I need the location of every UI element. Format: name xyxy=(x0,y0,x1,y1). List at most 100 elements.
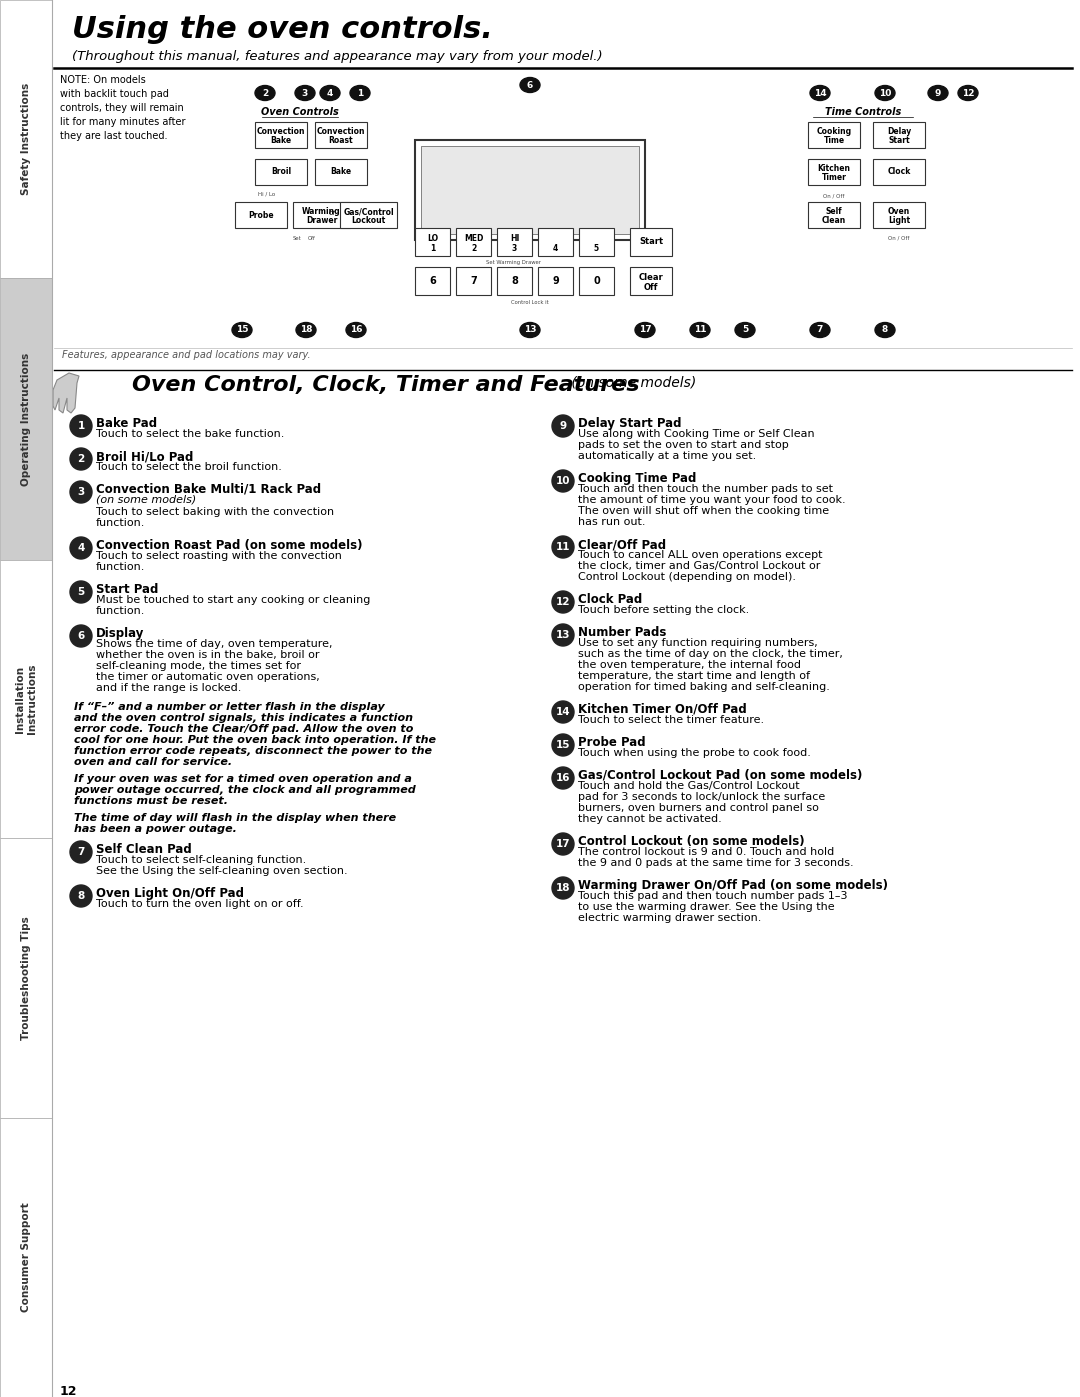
Text: MED: MED xyxy=(463,233,483,243)
Text: Start: Start xyxy=(888,137,909,145)
Text: and if the range is locked.: and if the range is locked. xyxy=(96,683,241,693)
Text: 9: 9 xyxy=(552,277,558,286)
Text: self-cleaning mode, the times set for: self-cleaning mode, the times set for xyxy=(96,661,301,671)
Circle shape xyxy=(70,581,92,604)
Text: 9: 9 xyxy=(935,88,941,98)
Text: The time of day will flash in the display when there: The time of day will flash in the displa… xyxy=(75,813,396,823)
Text: the timer or automatic oven operations,: the timer or automatic oven operations, xyxy=(96,672,320,682)
FancyBboxPatch shape xyxy=(415,267,450,295)
Ellipse shape xyxy=(255,85,275,101)
Ellipse shape xyxy=(296,323,316,338)
FancyBboxPatch shape xyxy=(456,267,491,295)
Text: On / Off: On / Off xyxy=(823,193,845,198)
Text: Oven Light On/Off Pad: Oven Light On/Off Pad xyxy=(96,887,244,900)
Text: Control Lock it: Control Lock it xyxy=(511,300,549,305)
Bar xyxy=(0,1118,52,1397)
Text: Touch when using the probe to cook food.: Touch when using the probe to cook food. xyxy=(578,747,811,759)
Polygon shape xyxy=(53,373,79,414)
Text: Delay Start Pad: Delay Start Pad xyxy=(578,416,681,430)
Text: Use to set any function requiring numbers,: Use to set any function requiring number… xyxy=(578,638,818,648)
Text: 13: 13 xyxy=(556,630,570,640)
Text: Touch to cancel ALL oven operations except: Touch to cancel ALL oven operations exce… xyxy=(578,550,823,560)
Circle shape xyxy=(70,886,92,907)
Text: 16: 16 xyxy=(350,326,362,334)
FancyBboxPatch shape xyxy=(808,122,860,148)
FancyBboxPatch shape xyxy=(456,228,491,256)
FancyBboxPatch shape xyxy=(538,267,573,295)
Text: 8: 8 xyxy=(882,326,888,334)
Text: they cannot be activated.: they cannot be activated. xyxy=(578,814,721,824)
FancyBboxPatch shape xyxy=(315,122,367,148)
Text: Features, appearance and pad locations may vary.: Features, appearance and pad locations m… xyxy=(62,351,311,360)
Text: HI: HI xyxy=(510,233,519,243)
Text: Gas/Control: Gas/Control xyxy=(343,207,394,217)
FancyBboxPatch shape xyxy=(808,203,860,228)
Text: Kitchen Timer On/Off Pad: Kitchen Timer On/Off Pad xyxy=(578,703,746,717)
Text: Kitchen: Kitchen xyxy=(818,163,851,173)
Text: Oven Controls: Oven Controls xyxy=(261,108,339,117)
Bar xyxy=(0,560,52,838)
Text: the amount of time you want your food to cook.: the amount of time you want your food to… xyxy=(578,495,846,504)
Text: Hi / Lo: Hi / Lo xyxy=(258,191,275,196)
Text: Touch before setting the clock.: Touch before setting the clock. xyxy=(578,605,750,615)
Ellipse shape xyxy=(810,323,831,338)
Text: 2: 2 xyxy=(261,88,268,98)
FancyBboxPatch shape xyxy=(497,228,532,256)
Text: Off: Off xyxy=(644,282,658,292)
Text: 17: 17 xyxy=(556,840,570,849)
Text: operation for timed baking and self-cleaning.: operation for timed baking and self-clea… xyxy=(578,682,829,692)
Text: Clear/Off Pad: Clear/Off Pad xyxy=(578,538,666,550)
Ellipse shape xyxy=(350,85,370,101)
Text: Touch this pad and then touch number pads 1–3: Touch this pad and then touch number pad… xyxy=(578,891,848,901)
Text: Light: Light xyxy=(888,217,910,225)
Text: 12: 12 xyxy=(556,597,570,608)
FancyBboxPatch shape xyxy=(873,122,924,148)
Text: Broil Hi/Lo Pad: Broil Hi/Lo Pad xyxy=(96,450,193,462)
Text: Time: Time xyxy=(823,137,845,145)
Text: Convection Roast Pad (on some models): Convection Roast Pad (on some models) xyxy=(96,539,363,552)
Text: or: or xyxy=(328,210,336,217)
Text: 18: 18 xyxy=(556,883,570,893)
Text: function.: function. xyxy=(96,518,146,528)
Circle shape xyxy=(70,448,92,469)
Circle shape xyxy=(552,733,573,756)
Text: Start: Start xyxy=(639,237,663,246)
Text: 8: 8 xyxy=(511,277,518,286)
Text: 4: 4 xyxy=(327,88,334,98)
Text: Convection: Convection xyxy=(316,127,365,136)
Text: (on some models): (on some models) xyxy=(96,495,197,504)
FancyBboxPatch shape xyxy=(255,159,307,184)
Text: function error code repeats, disconnect the power to the: function error code repeats, disconnect … xyxy=(75,746,432,756)
Text: Bake: Bake xyxy=(330,168,352,176)
Text: whether the oven is in the bake, broil or: whether the oven is in the bake, broil o… xyxy=(96,650,320,659)
Text: Troubleshooting Tips: Troubleshooting Tips xyxy=(21,916,31,1039)
Circle shape xyxy=(552,415,573,437)
Text: NOTE: On models
with backlit touch pad
controls, they will remain
lit for many m: NOTE: On models with backlit touch pad c… xyxy=(60,75,186,141)
FancyBboxPatch shape xyxy=(497,267,532,295)
Text: 5: 5 xyxy=(78,587,84,597)
FancyBboxPatch shape xyxy=(579,267,615,295)
Ellipse shape xyxy=(519,77,540,92)
Text: Broil: Broil xyxy=(271,168,292,176)
Circle shape xyxy=(552,469,573,492)
Circle shape xyxy=(70,841,92,863)
Text: to use the warming drawer. See the Using the: to use the warming drawer. See the Using… xyxy=(578,902,835,912)
Ellipse shape xyxy=(635,323,654,338)
Text: 8: 8 xyxy=(78,891,84,901)
Text: 9: 9 xyxy=(559,420,567,432)
Text: Control Lockout (on some models): Control Lockout (on some models) xyxy=(578,835,805,848)
Text: Touch to select the timer feature.: Touch to select the timer feature. xyxy=(578,715,765,725)
Text: Time Controls: Time Controls xyxy=(825,108,901,117)
Text: The oven will shut off when the cooking time: The oven will shut off when the cooking … xyxy=(578,506,829,515)
Text: Touch to select baking with the convection: Touch to select baking with the convecti… xyxy=(96,507,334,517)
Text: 1: 1 xyxy=(78,420,84,432)
Text: If “F–” and a number or letter flash in the display: If “F–” and a number or letter flash in … xyxy=(75,703,384,712)
Text: Self Clean Pad: Self Clean Pad xyxy=(96,842,192,856)
Text: Shows the time of day, oven temperature,: Shows the time of day, oven temperature, xyxy=(96,638,333,650)
Text: Timer: Timer xyxy=(822,173,847,182)
Text: (on some models): (on some models) xyxy=(567,374,697,388)
Text: such as the time of day on the clock, the timer,: such as the time of day on the clock, th… xyxy=(578,650,842,659)
Text: If your oven was set for a timed oven operation and a: If your oven was set for a timed oven op… xyxy=(75,774,411,784)
Circle shape xyxy=(552,591,573,613)
Circle shape xyxy=(552,877,573,900)
